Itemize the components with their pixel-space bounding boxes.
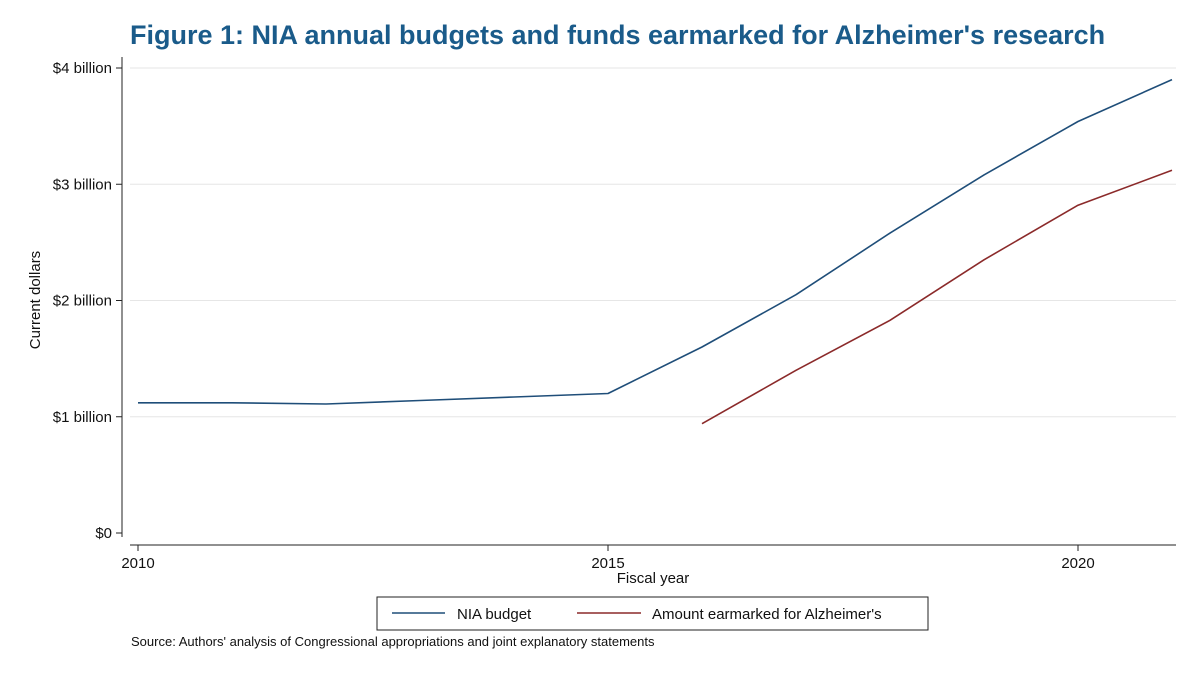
- series-line-nia-budget: [138, 78, 1173, 405]
- y-tick-label: $1 billion: [53, 409, 112, 426]
- tick-labels: $0 $1 billion $2 billion $3 billion $4 billi…: [53, 60, 1095, 572]
- legend: NIA budget Amount earmarked for Alzheime…: [376, 596, 929, 631]
- series-line-alzheimers: [701, 169, 1173, 425]
- y-axis-label: Current dollars: [27, 251, 44, 349]
- y-tick-label: $4 billion: [53, 60, 112, 77]
- x-tick-label: 2015: [591, 555, 624, 572]
- legend-label-alzheimers: Amount earmarked for Alzheimer's: [652, 606, 882, 623]
- y-tick-label: $0: [95, 525, 112, 542]
- axes: [121, 57, 1176, 546]
- y-tick-label: $2 billion: [53, 293, 112, 310]
- x-tick-label: 2020: [1061, 555, 1094, 572]
- legend-box: [376, 596, 929, 631]
- x-axis-label: Fiscal year: [617, 570, 690, 587]
- source-note: Source: Authors' analysis of Congression…: [131, 634, 655, 649]
- gridlines: [130, 67, 1176, 418]
- series-lines: [138, 78, 1173, 425]
- legend-label-nia-budget: NIA budget: [457, 606, 532, 623]
- chart-title: Figure 1: NIA annual budgets and funds e…: [130, 20, 1106, 50]
- x-tick-label: 2010: [121, 555, 154, 572]
- y-tick-label: $3 billion: [53, 176, 112, 193]
